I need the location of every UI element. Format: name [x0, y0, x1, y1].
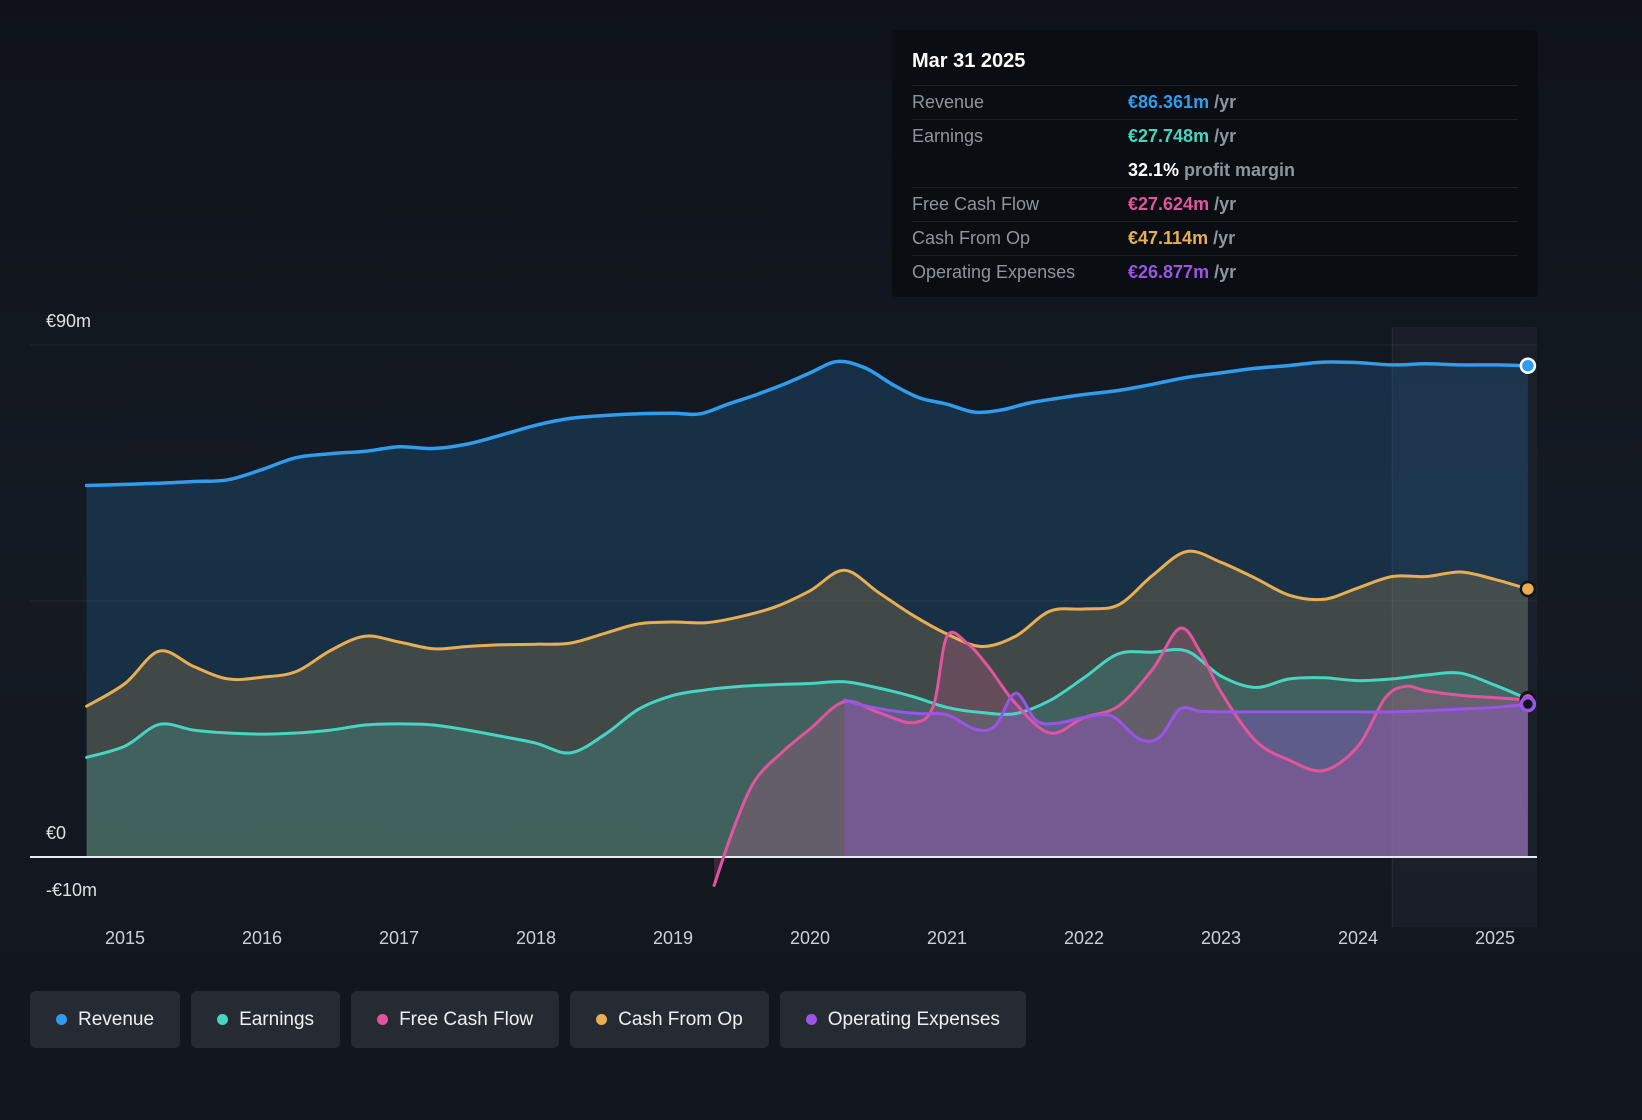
series-endpoint-cash-from-op [1519, 580, 1537, 598]
tooltip-row-label: Operating Expenses [912, 262, 1076, 282]
legend-dot-operating-expenses [805, 1014, 817, 1025]
series-area-revenue [86, 361, 1528, 857]
x-axis-label-2017: 2017 [378, 928, 420, 948]
y-axis-label: -€10m [46, 879, 98, 900]
tooltip-row-value: €86.361m /yr [1128, 92, 1237, 112]
series-area-cash-from-op [86, 551, 1528, 857]
x-axis-label-2020: 2020 [789, 928, 831, 948]
x-axis-label-2016: 2016 [241, 928, 283, 948]
legend-label: Free Cash Flow [399, 1008, 534, 1030]
tooltip-row-value: €27.624m /yr [1128, 194, 1237, 214]
series-line-earnings [85, 648, 1530, 759]
tooltip-row-value: €26.877m /yr [1128, 262, 1237, 282]
series-area-operating-expenses [844, 693, 1528, 857]
tooltip-row-value: 32.1% profit margin [1128, 159, 1296, 180]
y-axis-label: €0 [46, 823, 67, 843]
legend-dot-revenue [56, 1014, 67, 1025]
highlight-band [1392, 327, 1537, 927]
x-axis-label-2023: 2023 [1200, 928, 1242, 948]
tooltip-row-free-cash-flow: Free Cash Flow €27.624m /yr [912, 187, 1518, 221]
legend-label: Cash From Op [618, 1008, 743, 1030]
series-line-operating-expenses [842, 691, 1530, 743]
tooltip-row-operating-expenses: Operating Expenses €26.877m /yr [912, 255, 1518, 289]
chart-plot-area[interactable] [30, 327, 1540, 927]
tooltip-row-label: Free Cash Flow [912, 194, 1040, 214]
tooltip-row-label: Earnings [912, 126, 984, 146]
series-area-free-cash-flow [714, 627, 1528, 886]
tooltip-row-label: Revenue [912, 92, 985, 112]
tooltip-row-revenue: Revenue €86.361m /yr [912, 85, 1518, 119]
series-area-earnings [86, 649, 1528, 857]
tooltip-row-value: €47.114m /yr [1128, 228, 1236, 248]
tooltip-row-value: €27.748m /yr [1128, 126, 1237, 146]
x-axis-label-2022: 2022 [1063, 928, 1105, 948]
series-line-cash-from-op [85, 549, 1530, 708]
legend-dot-cash-from-op [596, 1014, 608, 1025]
chart-legend: Revenue Earnings Free Cash Flow Cash From O… [30, 991, 1026, 1048]
y-axis-label: €90m [46, 311, 92, 331]
x-axis-label-2018: 2018 [515, 928, 557, 948]
tooltip-date: Mar 31 2025 [912, 50, 1026, 72]
tooltip-row-earnings: Earnings €27.748m /yr [912, 119, 1518, 153]
legend-label: Earnings [239, 1008, 315, 1030]
x-axis-label-2024: 2024 [1337, 928, 1379, 948]
chart-tooltip: Mar 31 2025 Revenue €86.361m /yr Earnings €… [892, 30, 1538, 297]
legend-item-revenue[interactable]: Revenue [30, 991, 181, 1048]
x-axis-label-2019: 2019 [652, 928, 694, 948]
x-axis-label-2025: 2025 [1474, 928, 1516, 948]
legend-label: Operating Expenses [827, 1008, 1000, 1030]
tooltip-row-cash-from-op: Cash From Op €47.114m /yr [912, 221, 1518, 255]
legend-dot-earnings [217, 1014, 229, 1025]
x-axis-label-2021: 2021 [926, 928, 968, 948]
legend-item-earnings[interactable]: Earnings [191, 991, 341, 1048]
x-axis-label-2015: 2015 [104, 928, 146, 948]
tooltip-rows: Revenue €86.361m /yr Earnings €27.748m /yr 3… [912, 85, 1518, 289]
legend-label: Revenue [78, 1008, 155, 1030]
series-endpoint-revenue [1519, 357, 1537, 374]
legend-item-operating-expenses[interactable]: Operating Expenses [779, 991, 1026, 1048]
tooltip-row-profit-margin: 32.1% profit margin [912, 153, 1518, 187]
legend-item-free-cash-flow[interactable]: Free Cash Flow [351, 991, 560, 1048]
series-line-revenue [84, 359, 1530, 488]
legend-dot-free-cash-flow [377, 1014, 389, 1025]
tooltip-row-label: Cash From Op [912, 228, 1031, 248]
series-endpoint-operating-expenses [1519, 695, 1537, 713]
legend-item-cash-from-op[interactable]: Cash From Op [570, 991, 769, 1048]
